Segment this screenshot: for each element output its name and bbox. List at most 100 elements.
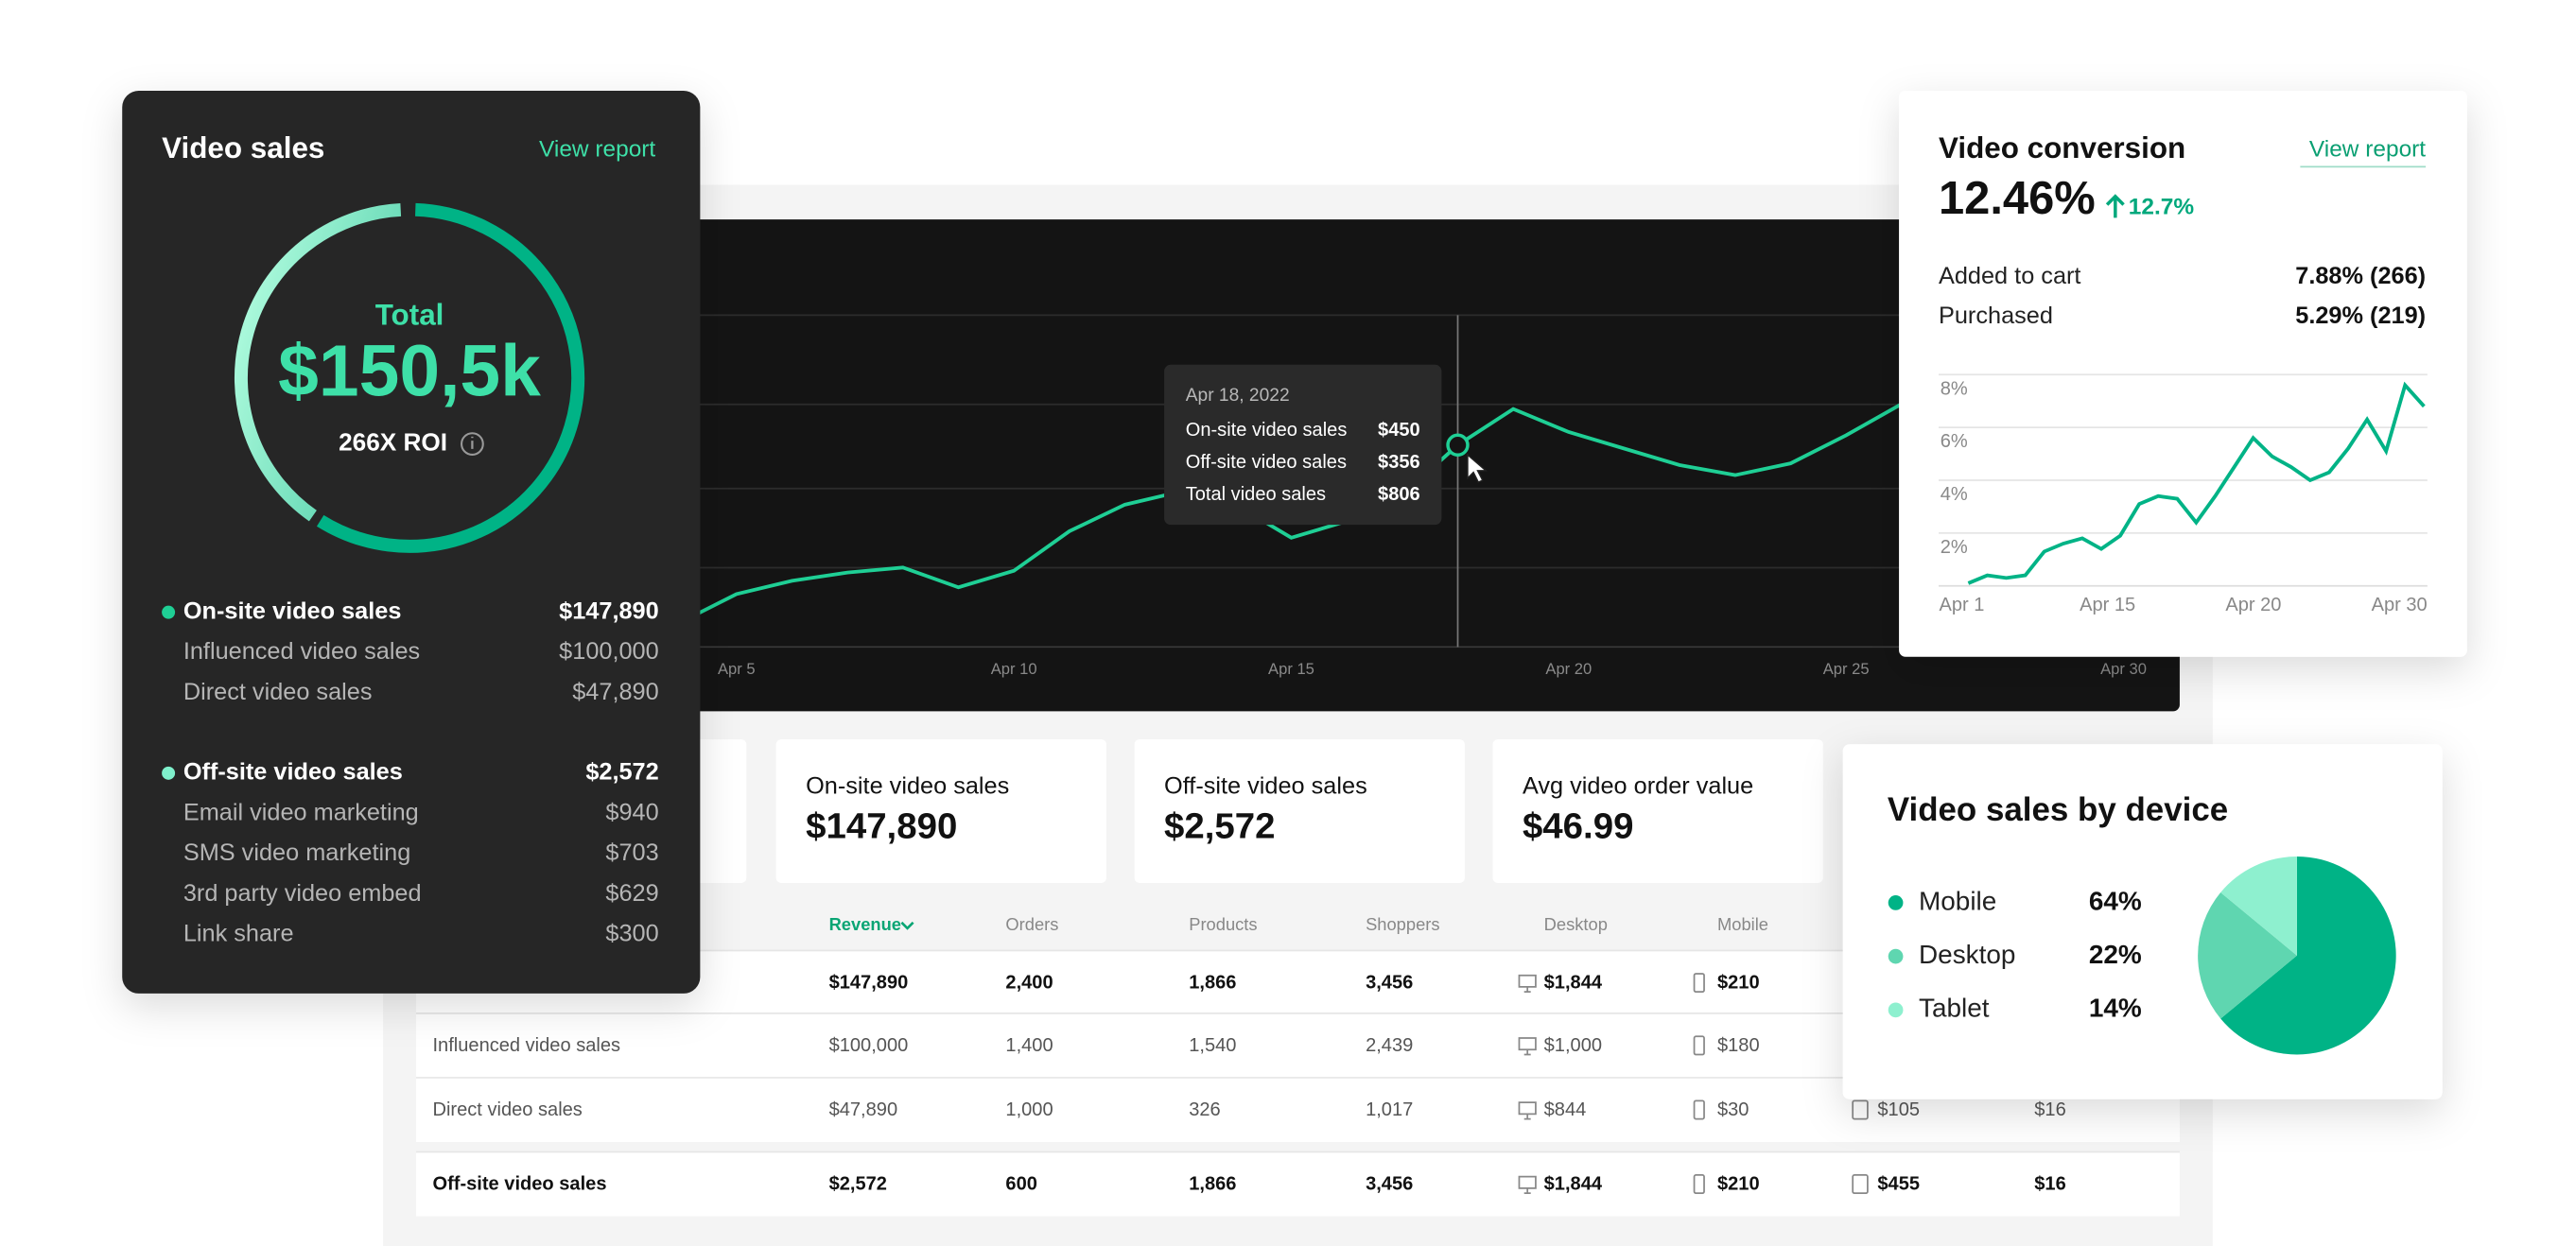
x-tick-label: Apr 20: [1545, 660, 1592, 678]
pie-slice: [2220, 857, 2297, 956]
x-tick-label: Apr 30: [2372, 595, 2428, 615]
y-tick-label: 6%: [1941, 431, 1968, 452]
y-tick-label: 4%: [1941, 484, 1968, 505]
conversion-line: [1967, 381, 2426, 585]
item-name: Influenced video sales: [183, 638, 420, 665]
tooltip-value: $806: [1378, 484, 1420, 505]
table-cell: 2,400: [1005, 973, 1053, 994]
table-cell: $47,890: [829, 1099, 898, 1120]
x-tick-label: Apr 20: [2225, 595, 2281, 615]
conversion-change: 12.7%: [2129, 194, 2195, 219]
table-cell: $210: [1717, 973, 1760, 994]
table-cell: 1,866: [1189, 1174, 1236, 1195]
table-cell: 1,000: [1005, 1099, 1053, 1120]
group-value: $147,890: [559, 597, 659, 624]
table-cell: $105: [1877, 1099, 1920, 1120]
table-cell: 600: [1005, 1174, 1036, 1195]
view-report-link[interactable]: View report: [2309, 136, 2426, 162]
table-cell: 3,456: [1366, 1174, 1413, 1195]
roi: 266X ROI: [339, 428, 447, 457]
cursor: [1467, 453, 1488, 483]
kpi-label: Off-site video sales: [1164, 772, 1367, 799]
table-cell: 1,540: [1189, 1035, 1236, 1056]
tablet-icon: [1852, 1099, 1869, 1120]
table-cell: 2,439: [1366, 1035, 1413, 1056]
table-row: [416, 1151, 2180, 1217]
tooltip-label: Off-site video sales: [1186, 452, 1347, 473]
kpi-value: $46.99: [1523, 805, 1633, 846]
legend-label: Desktop: [1919, 940, 2015, 969]
total-label: Total: [375, 298, 444, 331]
column-header: Desktop: [1544, 914, 1608, 934]
table-cell: $2,572: [829, 1174, 887, 1195]
group-value: $2,572: [585, 759, 658, 786]
sort-chevron: [900, 921, 914, 930]
value-label: 64%: [2089, 886, 2142, 915]
column-header: Shoppers: [1366, 914, 1439, 934]
column-header: Products: [1189, 914, 1257, 934]
row-label: Influenced video sales: [432, 1035, 620, 1056]
mobile-icon: [1693, 1099, 1705, 1120]
item-value: $629: [605, 880, 658, 907]
item-value: $300: [605, 921, 658, 947]
mobile-icon: [1693, 973, 1705, 994]
kpi-value: $2,572: [1164, 805, 1275, 846]
card-title: Video conversion: [1939, 131, 2185, 164]
tooltip-label: Total video sales: [1186, 484, 1326, 505]
table-cell: $16: [2034, 1099, 2065, 1120]
x-tick-label: Apr 30: [2100, 660, 2147, 678]
tablet-icon: [1852, 1174, 1869, 1195]
value-label: 22%: [2089, 940, 2142, 969]
sales-line: [680, 402, 1903, 624]
table-cell: 1,400: [1005, 1035, 1053, 1056]
table-cell: $1,844: [1544, 1174, 1603, 1195]
pie-slice: [2198, 891, 2297, 1019]
kpi-label: On-site video sales: [806, 772, 1009, 799]
item-value: $100,000: [559, 638, 659, 665]
ring-segment: [316, 202, 585, 553]
group-name: Off-site video sales: [183, 759, 403, 786]
tooltip-value: $450: [1378, 420, 1420, 441]
table-cell: $147,890: [829, 973, 909, 994]
table-cell: $1,844: [1544, 973, 1603, 994]
video-sales-card: Video sales View report Total$150,5k 266X R…: [122, 91, 701, 994]
x-tick-label: Apr 15: [2080, 595, 2135, 615]
kpi-card: [1492, 739, 1823, 883]
item-name: 3rd party video embed: [183, 880, 422, 907]
legend-dot: [162, 605, 176, 619]
kpi-label: Avg video order value: [1523, 772, 1753, 799]
table-cell: $210: [1717, 1174, 1760, 1195]
item-name: Direct video sales: [183, 679, 373, 705]
view-report-link[interactable]: View report: [539, 136, 655, 162]
desktop-icon: [1518, 1175, 1537, 1195]
device-card: Video sales by device Mobile 64% Desktop 22%…: [1842, 744, 2443, 1099]
x-tick-label: Apr 5: [718, 660, 756, 678]
conversion-card: Video conversion View report 12.46% 12.7% Ad…: [1899, 91, 2467, 657]
mobile-icon: [1693, 1035, 1705, 1056]
table-cell: $180: [1717, 1035, 1760, 1056]
kpi-value: $147,890: [806, 805, 957, 846]
table-cell: $100,000: [829, 1035, 909, 1056]
x-tick-label: Apr 15: [1268, 660, 1314, 678]
legend-label: Mobile: [1919, 886, 1996, 915]
legend-dot: [162, 766, 176, 780]
row-label: Direct video sales: [432, 1099, 582, 1120]
info-icon: [461, 432, 484, 456]
tooltip-value: $356: [1378, 452, 1420, 473]
stat-value: 7.88% (266): [2295, 263, 2426, 289]
table-cell: $455: [1877, 1174, 1920, 1195]
y-tick-label: 2%: [1941, 537, 1968, 558]
kpi-card: [775, 739, 1106, 883]
stat-label: Purchased: [1939, 303, 2053, 329]
table-cell: $16: [2034, 1174, 2065, 1195]
value-label: 14%: [2089, 994, 2142, 1023]
x-tick-label: Apr 25: [1823, 660, 1870, 678]
desktop-icon: [1518, 974, 1537, 994]
pie-slice: [2220, 857, 2396, 1055]
tooltip-date: Apr 18, 2022: [1186, 386, 1290, 406]
table-cell: 326: [1189, 1099, 1220, 1120]
legend-label: Tablet: [1919, 994, 1990, 1023]
group-name: On-site video sales: [183, 597, 402, 624]
table-cell: $30: [1717, 1099, 1749, 1120]
